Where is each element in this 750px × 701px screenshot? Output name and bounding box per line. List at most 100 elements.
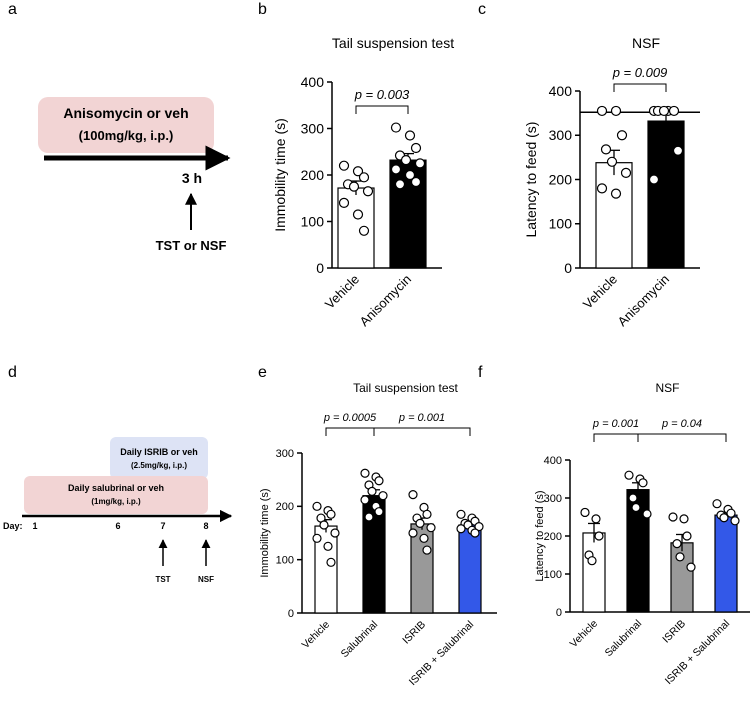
anisomycin-box-line2: (100mg/kg, i.p.) — [79, 128, 174, 143]
p-value-label: p = 0.04 — [661, 418, 702, 430]
significance-bracket — [613, 83, 667, 92]
data-point — [596, 105, 608, 117]
data-point — [358, 172, 370, 183]
data-point — [668, 105, 680, 117]
chart-title: Tail suspension test — [332, 35, 454, 51]
data-point — [672, 145, 684, 156]
panel-letter-a: a — [8, 1, 17, 18]
y-tick-label: 200 — [301, 167, 325, 183]
data-point — [400, 155, 412, 166]
y-tick-label: 0 — [564, 260, 572, 276]
x-tick-label: Salubrinal — [339, 619, 381, 661]
isrib-box — [110, 437, 208, 479]
y-axis-label: Immobility time (s) — [272, 118, 288, 232]
data-point — [686, 562, 696, 572]
data-point — [682, 531, 692, 541]
day-8: 8 — [203, 521, 208, 531]
data-point — [319, 520, 329, 530]
data-point — [426, 523, 436, 533]
data-point — [726, 508, 736, 518]
data-point — [422, 545, 432, 555]
data-point — [580, 507, 590, 518]
data-point — [474, 521, 484, 532]
panel-letter-e: e — [258, 364, 267, 381]
x-tick-label: Vehicle — [300, 619, 333, 652]
significance-bracket — [325, 427, 375, 436]
data-point — [326, 557, 336, 567]
data-point — [358, 225, 370, 236]
data-point — [675, 552, 685, 562]
nsf-label-d: NSF — [198, 575, 214, 584]
data-point — [360, 468, 370, 478]
data-point — [648, 174, 660, 185]
isrib-box-line2: (2.5mg/kg, i.p.) — [131, 461, 187, 470]
data-point — [415, 518, 425, 529]
day-1: 1 — [32, 521, 37, 531]
anisomycin-box — [38, 97, 214, 153]
chart-title: NSF — [656, 381, 680, 395]
data-point — [456, 509, 466, 519]
panel-letter-c: c — [478, 1, 486, 18]
significance-bracket — [637, 433, 727, 442]
data-point — [312, 501, 322, 511]
y-tick-label: 200 — [549, 171, 573, 187]
data-point — [422, 509, 432, 519]
data-point — [616, 130, 628, 141]
data-point — [338, 160, 350, 171]
data-point — [410, 176, 422, 188]
data-point — [323, 541, 333, 551]
data-point — [410, 142, 422, 154]
y-tick-label: 300 — [301, 120, 325, 136]
data-point — [360, 495, 370, 505]
data-point — [712, 499, 722, 509]
data-point — [638, 478, 648, 488]
data-point — [624, 470, 634, 480]
data-point — [374, 507, 384, 517]
data-point — [600, 144, 612, 155]
data-point — [378, 491, 388, 501]
data-point — [404, 169, 416, 181]
significance-bracket — [373, 427, 471, 436]
x-tick-label: Salubrinal — [603, 618, 645, 660]
y-tick-label: 100 — [549, 216, 573, 232]
y-tick-label: 100 — [544, 569, 562, 581]
bar-isrib-salubrinal — [714, 514, 738, 613]
y-tick-label: 0 — [556, 607, 562, 619]
y-tick-label: 300 — [544, 493, 562, 505]
panel-a: a Anisomycin or veh (100mg/kg, i.p.) 3 h… — [8, 1, 231, 253]
data-point — [404, 130, 416, 141]
data-point — [408, 490, 418, 500]
panel-d: d Daily ISRIB or veh (2.5mg/kg, i.p.) Da… — [3, 364, 233, 584]
y-tick-label: 0 — [288, 608, 294, 620]
data-point — [730, 516, 740, 526]
y-tick-label: 100 — [276, 555, 294, 567]
data-point — [374, 476, 384, 486]
chart-f: NSF 0 100 200 300 400 Latency to feed (s) Vehic… — [534, 381, 750, 687]
y-tick-label: 400 — [549, 83, 573, 99]
day-6: 6 — [115, 521, 120, 531]
salubrinal-box-line2: (1mg/kg, i.p.) — [91, 497, 141, 506]
time-label: 3 h — [182, 170, 202, 186]
salubrinal-box — [24, 476, 208, 514]
data-point — [338, 197, 350, 208]
x-tick-label: ISRIB — [400, 619, 428, 647]
y-axis-label: Latency to feed (s) — [534, 490, 546, 581]
panel-letter-f: f — [478, 364, 483, 381]
isrib-box-line1: Daily ISRIB or veh — [120, 447, 198, 457]
day-label: Day: — [3, 521, 23, 531]
chart-e: Tail suspension test 0 100 200 300 Immobility… — [259, 381, 497, 688]
data-point — [470, 528, 480, 538]
y-tick-label: 0 — [316, 260, 324, 276]
significance-bracket — [355, 105, 409, 114]
y-tick-label: 400 — [301, 74, 325, 90]
bar-vehicle — [595, 162, 633, 269]
p-value-label: p = 0.001 — [398, 412, 445, 424]
p-value-label: p = 0.001 — [592, 418, 639, 430]
data-point — [390, 164, 402, 175]
data-point — [679, 514, 689, 524]
data-point — [312, 533, 322, 543]
bar-anisomycin — [647, 120, 685, 269]
data-point — [668, 512, 678, 522]
y-axis-label: Immobility time (s) — [259, 488, 271, 577]
data-point — [326, 509, 336, 519]
